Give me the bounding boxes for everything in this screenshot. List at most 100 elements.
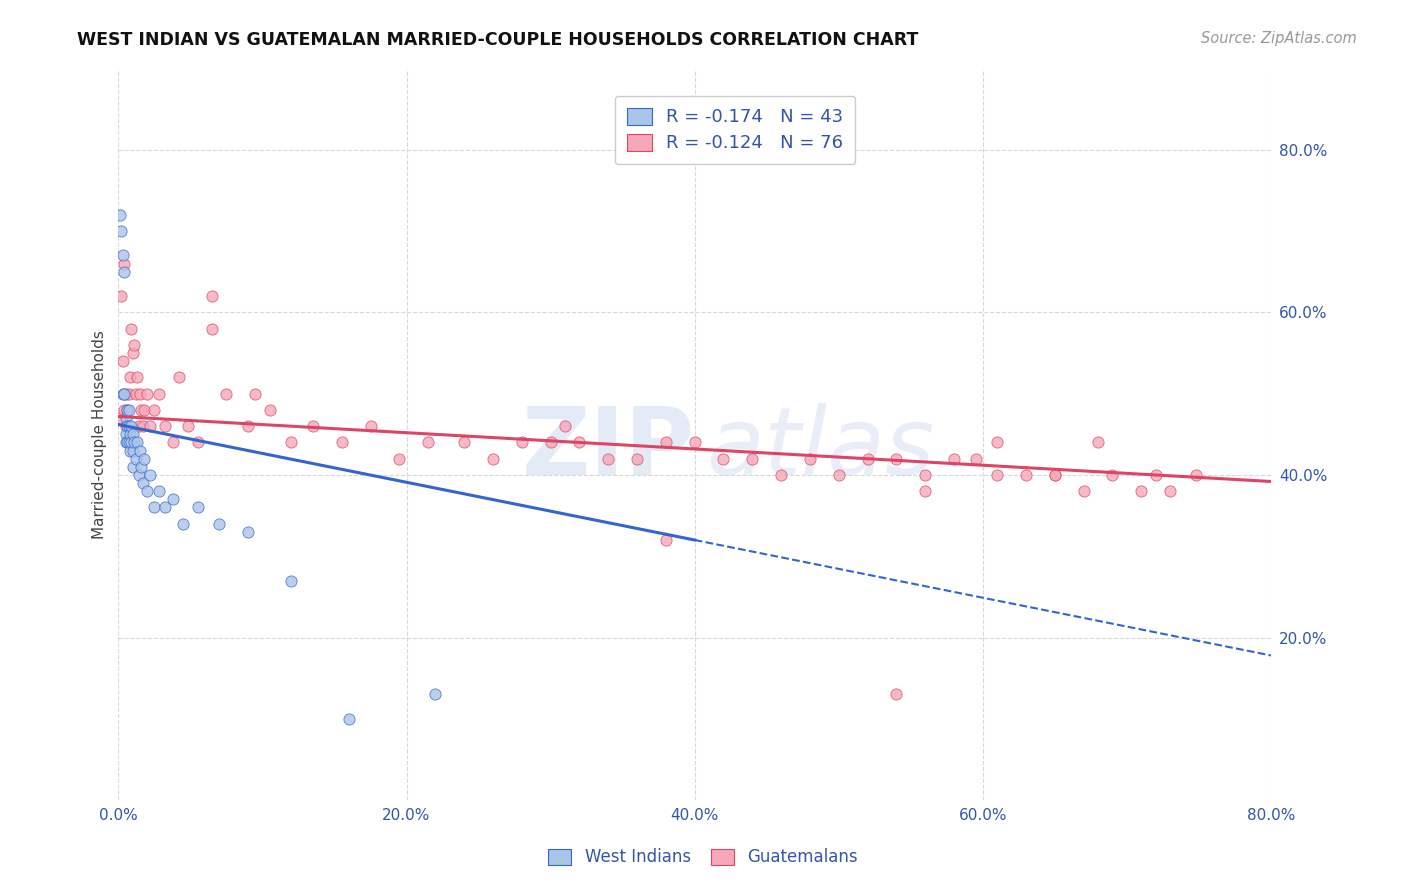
- Point: [153, 419, 176, 434]
- Point: [115, 403, 138, 417]
- Point: [114, 419, 136, 434]
- Point: [1144, 467, 1167, 482]
- Point: [127, 435, 149, 450]
- Point: [540, 435, 562, 450]
- Point: [121, 346, 143, 360]
- Point: [425, 688, 447, 702]
- Point: [799, 451, 821, 466]
- Point: [1087, 435, 1109, 450]
- Point: [114, 411, 136, 425]
- Point: [136, 386, 159, 401]
- Point: [1185, 467, 1208, 482]
- Text: atlas: atlas: [706, 403, 935, 494]
- Point: [986, 467, 1008, 482]
- Point: [121, 443, 143, 458]
- Point: [128, 419, 150, 434]
- Point: [115, 419, 138, 434]
- Point: [120, 321, 142, 335]
- Point: [1159, 484, 1181, 499]
- Point: [114, 427, 136, 442]
- Point: [117, 386, 139, 401]
- Point: [655, 435, 678, 450]
- Point: [125, 451, 148, 466]
- Point: [121, 459, 143, 474]
- Point: [201, 321, 224, 335]
- Point: [388, 451, 411, 466]
- Point: [131, 459, 153, 474]
- Point: [201, 289, 224, 303]
- Point: [337, 712, 360, 726]
- Point: [655, 533, 678, 547]
- Point: [1130, 484, 1153, 499]
- Point: [713, 451, 735, 466]
- Point: [302, 419, 325, 434]
- Point: [131, 403, 153, 417]
- Point: [187, 435, 209, 450]
- Point: [112, 403, 135, 417]
- Point: [280, 435, 302, 450]
- Point: [112, 265, 135, 279]
- Y-axis label: Married-couple Households: Married-couple Households: [93, 330, 107, 539]
- Legend: R = -0.174   N = 43, R = -0.124   N = 76: R = -0.174 N = 43, R = -0.124 N = 76: [614, 95, 855, 164]
- Point: [236, 419, 259, 434]
- Point: [856, 451, 879, 466]
- Point: [554, 419, 576, 434]
- Point: [114, 435, 136, 450]
- Point: [110, 289, 132, 303]
- Point: [134, 451, 156, 466]
- Point: [112, 386, 135, 401]
- Point: [187, 500, 209, 515]
- Point: [162, 492, 184, 507]
- Point: [132, 476, 155, 491]
- Point: [120, 419, 142, 434]
- Point: [117, 403, 139, 417]
- Point: [770, 467, 793, 482]
- Point: [114, 386, 136, 401]
- Point: [118, 427, 141, 442]
- Text: WEST INDIAN VS GUATEMALAN MARRIED-COUPLE HOUSEHOLDS CORRELATION CHART: WEST INDIAN VS GUATEMALAN MARRIED-COUPLE…: [77, 31, 918, 49]
- Point: [245, 386, 267, 401]
- Point: [143, 403, 166, 417]
- Point: [280, 574, 302, 588]
- Point: [117, 435, 139, 450]
- Point: [108, 208, 131, 222]
- Point: [111, 386, 134, 401]
- Point: [330, 435, 353, 450]
- Point: [108, 411, 131, 425]
- Point: [148, 386, 170, 401]
- Point: [986, 435, 1008, 450]
- Point: [167, 370, 190, 384]
- Point: [118, 370, 141, 384]
- Point: [148, 484, 170, 499]
- Point: [598, 451, 620, 466]
- Point: [153, 500, 176, 515]
- Point: [162, 435, 184, 450]
- Point: [115, 435, 138, 450]
- Point: [418, 435, 440, 450]
- Point: [1043, 467, 1066, 482]
- Point: [129, 443, 152, 458]
- Point: [127, 370, 149, 384]
- Point: [683, 435, 706, 450]
- Point: [120, 435, 142, 450]
- Point: [943, 451, 966, 466]
- Point: [124, 435, 146, 450]
- Legend: West Indians, Guatemalans: West Indians, Guatemalans: [541, 842, 865, 873]
- Point: [172, 516, 194, 531]
- Point: [914, 467, 936, 482]
- Point: [121, 427, 143, 442]
- Point: [112, 257, 135, 271]
- Point: [482, 451, 505, 466]
- Point: [828, 467, 851, 482]
- Point: [125, 386, 148, 401]
- Point: [136, 484, 159, 499]
- Point: [134, 403, 156, 417]
- Point: [139, 467, 162, 482]
- Point: [1043, 467, 1066, 482]
- Point: [236, 524, 259, 539]
- Point: [111, 354, 134, 368]
- Point: [128, 467, 150, 482]
- Point: [124, 338, 146, 352]
- Point: [741, 451, 763, 466]
- Point: [115, 403, 138, 417]
